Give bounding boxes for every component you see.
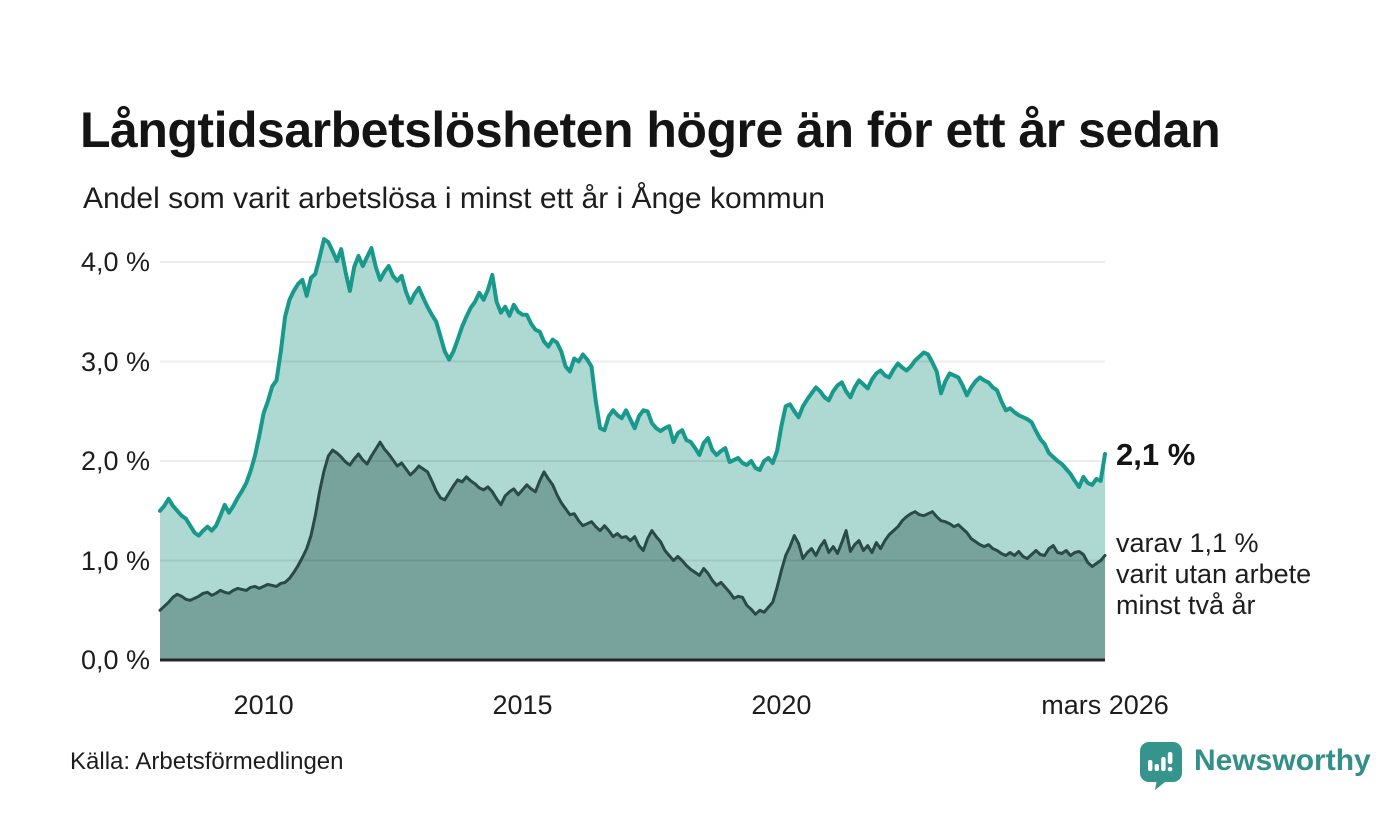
newsworthy-logo: Newsworthy (1138, 740, 1371, 790)
source-note: Källa: Arbetsförmedlingen (70, 748, 344, 775)
y-axis-tick: 2,0 % (80, 446, 150, 476)
page-title: Långtidsarbetslösheten högre än för ett … (80, 101, 1221, 158)
one-year-line (158, 237, 1107, 538)
y-axis-tick: 3,0 % (80, 346, 150, 377)
two-year-line (158, 440, 1107, 616)
y-axis-tick: 0,0 % (80, 645, 150, 675)
x-axis-tick: 2015 (492, 690, 553, 720)
x-axis-tick: 2020 (751, 690, 812, 720)
secondary-value-label: varav 1,1 % varit utan arbete minst två … (1116, 527, 1312, 620)
y-axis-tick: 1,0 % (80, 545, 150, 576)
x-axis-tick: mars 2026 (1041, 690, 1169, 720)
y-axis-tick: 4,0 % (80, 247, 150, 277)
newsworthy-bubble-icon (1140, 742, 1182, 790)
two-year-area (160, 442, 1105, 660)
brand-name: Newsworthy (1194, 744, 1371, 777)
x-axis-tick: 2010 (233, 690, 294, 720)
latest-value-label: 2,1 % (1116, 437, 1196, 473)
page-subtitle: Andel som varit arbetslösa i minst ett å… (83, 182, 825, 215)
